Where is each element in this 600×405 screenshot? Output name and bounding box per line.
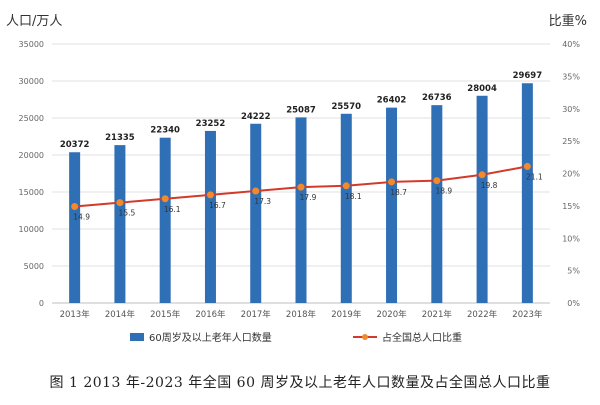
x-tick-label: 2015年 [150,309,181,320]
bar [476,95,488,303]
bar-value-label: 26402 [377,96,407,106]
bar-value-label: 22340 [150,126,180,136]
bar [431,105,443,304]
bar-value-label: 21335 [105,133,135,143]
line-point [523,162,531,170]
x-tick-label: 2013年 [60,309,91,320]
bar-value-label: 25087 [286,105,316,115]
left-tick-label: 25000 [19,114,44,123]
right-axis-label: 比重% [549,13,587,29]
left-axis-label: 人口/万人 [6,14,62,29]
bar [340,113,352,303]
legend-bar-label: 60周岁及以上老年人口数量 [149,331,272,344]
line-series [71,162,531,211]
line-point [297,183,305,191]
x-tick-label: 2023年 [512,309,543,320]
left-tick-label: 35000 [19,40,44,49]
left-tick-label: 30000 [19,77,44,86]
line-value-labels: 14.9 15.5 16.1 16.7 17.3 17.9 18.1 18.7 18.9 19.8… [73,172,543,221]
right-tick-label: 5% [567,267,580,276]
bar-value-label: 28004 [467,84,497,94]
x-tick-label: 2018年 [286,309,317,320]
bar-value-label: 26736 [422,93,452,103]
legend-bar-swatch [130,333,144,341]
bar [114,145,126,303]
line-point [116,199,124,207]
x-tick-label: 2016年 [195,309,226,320]
bar-value-label: 25570 [331,102,361,112]
legend: 60周岁及以上老年人口数量 占全国总人口比重 [130,331,462,344]
line-point [478,171,486,179]
bar-value-label: 24222 [241,112,271,122]
line-value-label: 16.7 [209,201,226,210]
right-tick-label: 35% [562,72,580,81]
left-tick-label: 10000 [19,225,44,234]
bar-value-labels: 20372 21335 22340 23252 24222 25087 25570 26402… [60,71,542,150]
line-point [71,203,79,211]
line-point [206,191,214,199]
line-value-label: 18.9 [435,187,452,196]
left-axis-ticks: 0 5000 10000 15000 20000 25000 30000 35000 [19,40,44,308]
x-tick-label: 2020年 [376,309,407,320]
line-value-label: 16.1 [164,205,181,214]
bar [386,107,398,303]
right-tick-label: 40% [562,40,580,49]
bar-value-label: 29697 [513,71,543,81]
right-tick-label: 15% [562,202,580,211]
right-tick-label: 30% [562,105,580,114]
line-value-label: 15.5 [119,209,136,218]
right-tick-label: 20% [562,170,580,179]
line-point [342,182,350,190]
bar [250,123,262,303]
left-tick-label: 0 [39,299,44,308]
left-tick-label: 15000 [19,188,44,197]
legend-line-marker [362,334,368,340]
line-point [388,178,396,186]
right-axis-ticks: 0% 5% 10% 15% 20% 25% 30% 35% 40% [562,40,580,308]
line-point [161,195,169,203]
bar [69,152,81,303]
left-tick-label: 5000 [24,262,44,271]
right-tick-label: 25% [562,137,580,146]
x-tick-label: 2019年 [331,309,362,320]
bar [159,137,171,303]
x-tick-label: 2014年 [105,309,136,320]
bar [295,117,307,303]
x-axis-ticks: 2013年 2014年 2015年 2016年 2017年 2018年 2019年 2020年… [60,309,543,320]
line-value-label: 21.1 [526,172,543,181]
x-tick-label: 2017年 [241,309,272,320]
right-tick-label: 10% [562,234,580,243]
line-value-label: 17.9 [300,193,317,202]
bar-value-label: 23252 [196,119,226,129]
bar [204,130,216,303]
line-value-label: 18.7 [390,188,407,197]
right-tick-label: 0% [567,299,580,308]
line-point [433,177,441,185]
x-tick-label: 2022年 [467,309,498,320]
line-value-label: 17.3 [254,197,271,206]
line-value-label: 14.9 [73,213,90,222]
figure-caption: 图 1 2013 年-2023 年全国 60 周岁及以上老年人口数量及占全国总人… [49,375,551,391]
bar [521,83,533,303]
line-value-label: 18.1 [345,192,362,201]
left-tick-label: 20000 [19,151,44,160]
bar-series [69,83,533,304]
line-point [252,187,260,195]
line-value-label: 19.8 [481,181,498,190]
legend-line-label: 占全国总人口比重 [382,331,462,344]
x-tick-label: 2021年 [422,309,453,320]
bar-value-label: 20372 [60,140,90,150]
